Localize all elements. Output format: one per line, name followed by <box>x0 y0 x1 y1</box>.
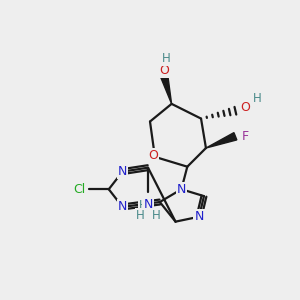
Polygon shape <box>206 133 237 148</box>
Text: H: H <box>162 52 171 65</box>
Text: N: N <box>143 199 153 212</box>
Polygon shape <box>160 74 172 104</box>
Text: Cl: Cl <box>73 183 86 196</box>
Text: N: N <box>194 210 204 223</box>
Text: H: H <box>139 200 148 212</box>
Text: O: O <box>240 101 250 114</box>
Text: O: O <box>148 149 158 162</box>
Text: H: H <box>152 209 160 222</box>
Text: N: N <box>118 165 127 178</box>
Text: F: F <box>242 130 249 143</box>
Text: H: H <box>253 92 261 106</box>
Text: N: N <box>143 200 153 212</box>
Text: N: N <box>118 200 127 213</box>
Text: H: H <box>136 209 145 222</box>
Text: N: N <box>177 183 186 196</box>
Text: O: O <box>159 64 169 77</box>
